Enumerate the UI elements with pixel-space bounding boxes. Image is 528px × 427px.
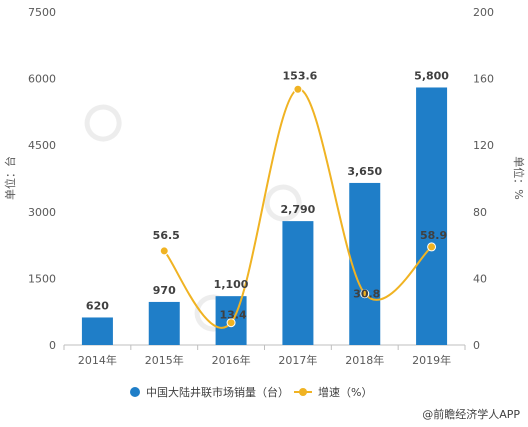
bar-data-labels: 620 970 1,100 2,790 3,650 5,800 (86, 69, 449, 312)
bar (81, 317, 113, 345)
line-data-label: 13.4 (220, 309, 247, 322)
x-axis: 2014年 2015年 2016年 2017年 2018年 2019年 (63, 344, 466, 367)
right-tick-label: 200 (473, 6, 494, 19)
legend-line-point (299, 388, 307, 396)
bar-data-label: 970 (153, 284, 176, 297)
right-tick-label: 160 (473, 73, 494, 86)
left-tick-label: 1500 (28, 272, 56, 285)
left-tick-label: 6000 (28, 73, 56, 86)
right-axis-title: 单位：% (512, 156, 526, 199)
line-data-label: 153.6 (283, 69, 318, 82)
line-data-label: 58.9 (420, 229, 447, 242)
line-data-label: 56.5 (153, 229, 180, 242)
watermark-1 (264, 184, 302, 222)
right-tick-label: 120 (473, 139, 494, 152)
left-tick-label: 3000 (28, 206, 56, 219)
line-point (293, 84, 303, 94)
bar-data-label: 5,800 (414, 69, 449, 82)
left-axis: 0 1500 3000 4500 6000 7500 (28, 6, 56, 352)
bar (148, 301, 180, 345)
right-tick-label: 0 (473, 339, 480, 352)
bar (282, 221, 314, 345)
line-point (427, 242, 437, 252)
right-axis: 0 40 80 120 160 200 (473, 6, 494, 352)
legend-bar-marker (130, 387, 140, 397)
x-tick-label: 2018年 (345, 353, 384, 367)
watermark-logo-icon (264, 184, 302, 222)
line-data-labels: 56.5 13.4 153.6 30.8 58.9 (153, 69, 447, 321)
left-tick-label: 7500 (28, 6, 56, 19)
x-tick-label: 2015年 (145, 353, 184, 367)
watermark-logo-icon (84, 104, 122, 142)
x-tick-label: 2017年 (278, 353, 317, 367)
line-data-label: 30.8 (353, 288, 380, 301)
right-tick-label: 40 (473, 272, 487, 285)
bar-data-label: 1,100 (214, 278, 249, 291)
bar-series (81, 87, 448, 345)
x-tick-label: 2019年 (412, 353, 451, 367)
right-tick-label: 80 (473, 206, 487, 219)
x-tick-label: 2016年 (212, 353, 251, 367)
legend: 中国大陆井联市场销量（台） 增速（%） (130, 385, 372, 399)
bar-data-label: 2,790 (281, 203, 316, 216)
watermark-0 (84, 104, 122, 142)
source-credit: @前瞻经济学人APP (422, 407, 520, 421)
line-series (159, 84, 437, 329)
legend-line-label: 增速（%） (318, 385, 372, 399)
line-point (360, 289, 370, 299)
bar-data-label: 3,650 (347, 165, 382, 178)
left-axis-title: 单位：台 (3, 156, 17, 200)
bar (349, 182, 381, 345)
left-tick-label: 4500 (28, 139, 56, 152)
line-point (226, 318, 236, 328)
bar (416, 87, 448, 345)
legend-bar-label: 中国大陆井联市场销量（台） (146, 385, 289, 399)
line-point (159, 246, 169, 256)
left-tick-label: 0 (49, 339, 56, 352)
x-tick-label: 2014年 (78, 353, 117, 367)
bar-data-label: 620 (86, 299, 109, 312)
